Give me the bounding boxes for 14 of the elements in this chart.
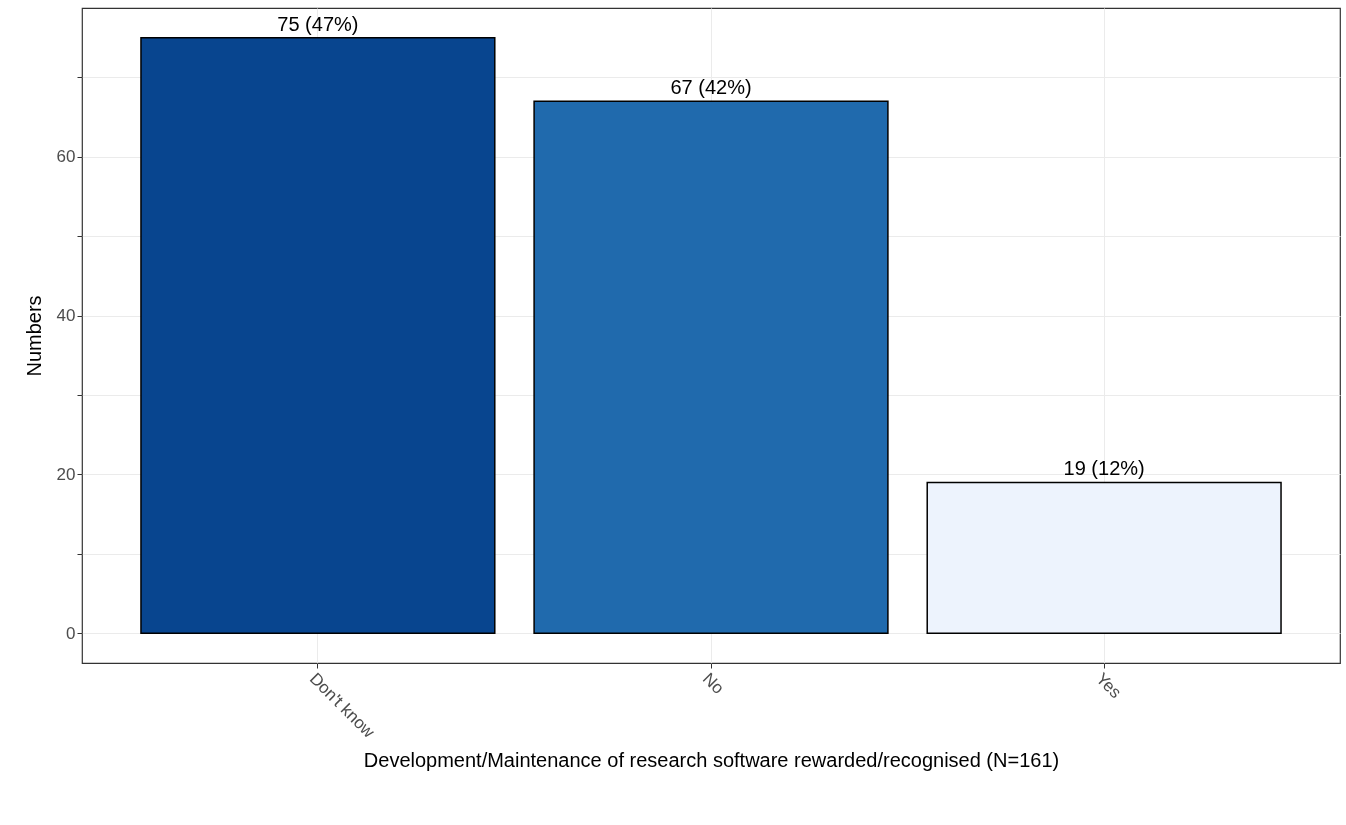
data-label: 19 (12%)	[1063, 457, 1145, 480]
x-tick-label: Yes	[1092, 669, 1126, 703]
x-tick-label: No	[698, 669, 728, 698]
y-tick-label: 40	[56, 306, 76, 326]
x-axis-title: Development/Maintenance of research software rewarded/recognised (N=161)	[363, 748, 1060, 771]
data-label: 75 (47%)	[277, 12, 359, 35]
bar	[140, 37, 496, 634]
bar	[926, 481, 1282, 634]
y-tick-label: 60	[56, 147, 76, 167]
y-tick-label: 20	[56, 464, 76, 484]
data-label: 67 (42%)	[670, 76, 752, 99]
y-tick-label: 0	[66, 623, 76, 643]
bar	[533, 100, 889, 634]
y-axis-title: Numbers	[22, 295, 45, 377]
